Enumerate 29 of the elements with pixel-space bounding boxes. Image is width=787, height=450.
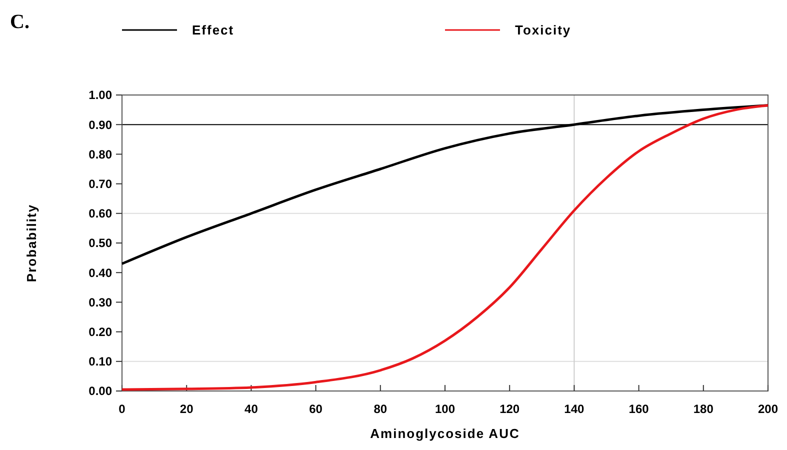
x-tick-label: 0: [118, 402, 126, 416]
line-series: [120, 104, 770, 391]
y-tick-label: 0.10: [88, 354, 112, 369]
x-tick-label: 120: [500, 402, 520, 416]
y-axis-title: Probability: [24, 204, 39, 282]
y-tick-label: 0.90: [88, 118, 112, 132]
legend-label: Effect: [192, 22, 234, 38]
x-axis-title: Aminoglycoside AUC: [370, 426, 520, 441]
y-tick-label: 0.80: [88, 147, 112, 162]
x-tick-label: 200: [758, 402, 778, 416]
y-tick-label: 0.20: [88, 325, 112, 339]
x-tick-label: 100: [434, 402, 456, 416]
y-tick-label: 0.00: [88, 384, 112, 398]
x-tick-label: 60: [309, 402, 323, 416]
x-tick-label: 40: [244, 402, 258, 416]
x-tick-label: 20: [180, 402, 194, 416]
x-tick-label: 180: [693, 402, 714, 416]
x-tick-label: 140: [564, 402, 585, 416]
y-tick-label: 0.70: [88, 177, 112, 191]
legend-label: Toxicity: [515, 22, 572, 38]
y-tick-label: 0.40: [88, 266, 112, 280]
y-tick-label: 0.60: [88, 206, 112, 221]
y-tick-label: 0.30: [88, 295, 112, 310]
x-tick-label: 80: [374, 402, 388, 416]
line-series: [120, 104, 770, 265]
x-tick-label: 160: [628, 402, 650, 416]
y-tick-label: 0.50: [88, 236, 112, 250]
y-tick-label: 1.00: [88, 88, 112, 102]
chart-title: C.: [10, 11, 30, 33]
